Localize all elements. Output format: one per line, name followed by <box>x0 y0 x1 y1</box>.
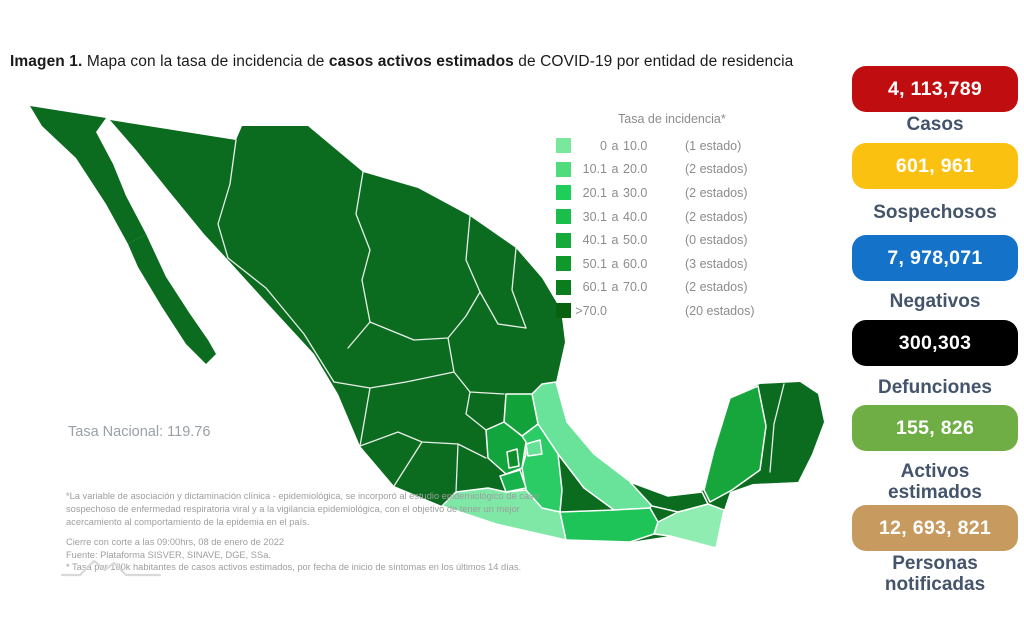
stats-sidebar: 4, 113,789 Casos 601, 961 Sospechosos 7,… <box>852 0 1018 640</box>
legend-row: 40.1 a 50.0 (0 estados) <box>556 228 791 252</box>
legend-row: 60.1 a 70.0 (2 estados) <box>556 276 791 300</box>
stat-label-activos-estimados: Activos estimados <box>888 461 982 504</box>
legend-title: Tasa de incidencia* <box>618 112 726 126</box>
stat-value: 300,303 <box>898 331 972 354</box>
state-baja-california <box>30 106 146 244</box>
footnote-source: Fuente: Plataforma SISVER, SINAVE, DGE, … <box>66 549 271 560</box>
stat-badge-casos: 4, 113,789 <box>852 66 1018 112</box>
state-chiapas <box>653 503 725 549</box>
legend-range-low: 0 <box>600 138 607 153</box>
stat-label-negativos: Negativos <box>889 291 981 312</box>
north-state-borders <box>217 139 785 493</box>
legend-row: 50.1 a 60.0 (3 estados) <box>556 252 791 276</box>
legend-range-high: 40.0 <box>623 209 648 224</box>
stat-label-casos: Casos <box>906 114 964 135</box>
legend-range-high: 50.0 <box>623 233 648 248</box>
stat-value: 155, 826 <box>895 416 975 439</box>
page-title: Imagen 1. Mapa con la tasa de incidencia… <box>10 53 845 71</box>
legend-range-sep: a <box>611 233 619 248</box>
legend-swatch <box>556 185 571 201</box>
legend-row: 20.1 a 30.0 (2 estados) <box>556 181 791 205</box>
mexico-choropleth-map <box>18 92 833 587</box>
title-suffix: de COVID-19 por entidad de residencia <box>513 53 794 70</box>
title-bold: casos activos estimados <box>328 53 514 70</box>
legend-range-low: 30.1 <box>582 209 607 224</box>
legend-range-low: 10.1 <box>582 162 607 177</box>
map-legend: Tasa de incidencia* 0 a 10.0 (1 estado) … <box>556 112 791 323</box>
footnote-rate-definition: * Tasa por 100k habitantes de casos acti… <box>66 562 522 573</box>
stat-badge-personas-notificadas: 12, 693, 821 <box>852 505 1018 551</box>
legend-range-high: 10.0 <box>623 138 648 153</box>
legend-range-sep: a <box>611 280 619 295</box>
legend-swatch <box>556 138 571 154</box>
legend-range-sep: a <box>611 209 619 224</box>
title-mid: Mapa con la tasa de incidencia de <box>82 53 329 70</box>
legend-count: (2 estados) <box>685 280 748 295</box>
stat-label-sospechosos: Sospechosos <box>873 202 997 223</box>
legend-range-sep: a <box>611 256 619 271</box>
legend-range-sep: a <box>611 162 619 177</box>
footnote-cutoff: Cierre con corte a las 09:00hrs, 08 de e… <box>66 537 285 547</box>
legend-count: (3 estados) <box>685 256 748 271</box>
legend-range-high: 70.0 <box>623 280 648 295</box>
legend-range-high: 60.0 <box>623 256 648 271</box>
footnote-methodology: *La variable de asociación y dictaminaci… <box>66 491 539 528</box>
stat-badge-sospechosos: 601, 961 <box>852 143 1018 189</box>
legend-swatch <box>556 161 571 177</box>
legend-count: (2 estados) <box>685 162 748 177</box>
legend-row: >70.0 (20 estados) <box>556 299 791 323</box>
national-rate-label: Tasa Nacional: 119.76 <box>68 424 211 440</box>
legend-swatch <box>556 232 571 248</box>
stat-badge-negativos: 7, 978,071 <box>852 235 1018 281</box>
state-baja-california-sur <box>128 234 216 364</box>
legend-range-high: 20.0 <box>623 162 648 177</box>
title-prefix: Imagen 1. <box>10 53 83 70</box>
legend-range-low: 20.1 <box>582 185 607 200</box>
legend-swatch <box>556 256 571 272</box>
legend-range-low: 40.1 <box>582 233 607 248</box>
state-campeche <box>703 385 767 503</box>
mainland-base <box>110 120 824 548</box>
stat-value: 4, 113,789 <box>887 77 983 100</box>
stat-badge-activos-estimados: 155, 826 <box>852 405 1018 451</box>
legend-range-low: 60.1 <box>582 280 607 295</box>
footnote-source-block: Cierre con corte a las 09:00hrs, 08 de e… <box>66 536 544 574</box>
legend-swatch <box>556 279 571 295</box>
legend-row: 0 a 10.0 (1 estado) <box>556 134 791 158</box>
stat-label-personas-notificadas: Personas notificadas <box>884 553 986 596</box>
mountain-doodle-icon <box>60 559 162 577</box>
state-cdmx <box>506 448 520 469</box>
legend-count: (0 estados) <box>685 233 748 248</box>
legend-count: (1 estado) <box>685 138 742 153</box>
legend-range-low: 50.1 <box>582 256 607 271</box>
state-tlaxcala <box>525 439 543 457</box>
legend-range-sep: a <box>611 138 619 153</box>
legend-row: 10.1 a 20.0 (2 estados) <box>556 158 791 182</box>
south-states <box>441 381 767 549</box>
legend-swatch <box>556 303 571 319</box>
legend-swatch <box>556 209 571 225</box>
stat-value: 12, 693, 821 <box>878 516 992 539</box>
legend-range-sep: a <box>611 185 619 200</box>
state-oaxaca <box>559 507 659 543</box>
legend-range-high: 30.0 <box>623 185 648 200</box>
state-hidalgo <box>503 393 539 437</box>
stat-value: 601, 961 <box>895 154 975 177</box>
stat-badge-defunciones: 300,303 <box>852 320 1018 366</box>
legend-range-low: >70.0 <box>575 303 607 318</box>
state-tabasco <box>629 481 709 513</box>
legend-count: (20 estados) <box>685 303 755 318</box>
legend-count: (2 estados) <box>685 185 748 200</box>
legend-row: 30.1 a 40.0 (2 estados) <box>556 205 791 229</box>
stat-value: 7, 978,071 <box>887 246 983 269</box>
state-morelos <box>499 469 527 493</box>
stat-label-defunciones: Defunciones <box>877 377 993 398</box>
legend-count: (2 estados) <box>685 209 748 224</box>
